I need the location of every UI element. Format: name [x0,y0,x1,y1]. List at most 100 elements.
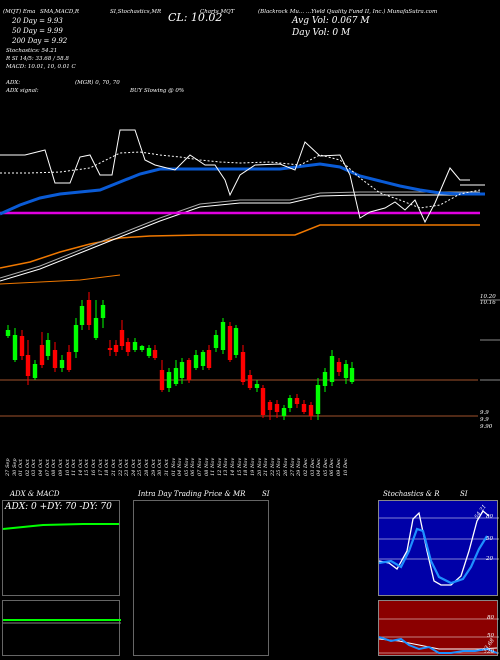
date-label: 03 Oct [31,459,38,476]
date-label: 29 Oct [150,459,157,476]
date-label: 24 Oct [130,459,137,476]
date-label: 26 Nov [283,457,290,476]
candle-body [66,352,72,370]
candle-body [213,335,219,348]
date-label: 22 Nov [269,457,276,476]
candle-body [12,335,18,360]
candle-body [166,372,172,388]
candle-body [113,345,119,352]
date-label: 28 Oct [144,459,151,476]
price-axis-low-a: 9.9 [480,410,489,416]
intraday-panel [133,500,269,656]
date-label: 02 Dec [302,458,309,476]
candle-body [5,330,11,336]
candle-body [301,404,307,412]
date-label: 08 Nov [203,457,210,476]
candle-body [132,342,138,350]
candle-body [322,372,328,386]
date-label: 15 Nov [236,457,243,476]
rsi-level-80: 80 [487,615,494,621]
date-label: 12 Nov [216,457,223,476]
candle-body [39,345,45,365]
candle-body [267,402,273,410]
candle-body [240,352,246,382]
price-axis-top-a: 10.20 [480,294,496,300]
ma-orange-line [0,224,480,269]
chart-title: Charts MQT [200,9,235,15]
ma20-label: 20 Day = 9.93 [12,17,63,25]
date-label: 14 Nov [230,457,237,476]
candle-body [73,325,79,352]
candle-body [93,318,99,338]
ticker-tag: (MQT) Ema [3,9,36,15]
stochastics-label: Stochastics: 54.21 [6,48,58,54]
stochastics-panel: 80 50 20 54.21 [378,500,499,596]
candle-body [308,405,314,416]
rsi-level-20: 20 [487,649,494,655]
ma200-line [0,191,480,279]
candle-body [349,368,355,382]
date-label: 09 Dec [336,458,342,476]
date-label: 01 Oct [18,459,25,476]
date-label: 25 Nov [276,457,283,476]
date-label: 30 Sep [11,458,18,476]
price-axis-low-b: 9.9 [480,417,489,423]
intra-panel-title: Intra Day Trading Price & MR [138,490,246,498]
candle-body [159,370,165,390]
adx-values: ADX: 0 +DY: 70 -DY: 70 [5,502,112,512]
candle-body [315,385,321,414]
stoch-panel-title: Stochastics & R [383,490,440,498]
candle-body [200,352,206,366]
candle-body [25,355,31,376]
date-label: 11 Oct [71,459,78,476]
date-label: 08 Oct [51,459,58,476]
date-label: 16 Oct [91,459,98,476]
candle-body [179,362,185,378]
candle-body [79,306,85,325]
candle-body [59,360,65,368]
date-label: 22 Oct [117,459,124,476]
date-label: 02 Oct [24,459,31,476]
candle-body [260,388,266,415]
date-label: 15 Oct [84,459,91,476]
candle-body [45,340,51,356]
candle-body [220,322,226,350]
date-label: 04 Oct [38,459,45,476]
candle-body [329,356,335,382]
macd-label: MACD: 10.01, 10, 0.01 C [6,64,76,70]
candle-body [281,408,287,416]
date-label: 19 Nov [249,457,256,476]
date-label: 18 Oct [104,459,111,476]
site-label: SI,Stochastics,MR [110,9,162,15]
rsi-level-50: 50 [487,633,494,639]
candle-body [227,326,233,360]
price-axis-low-c: 9.90 [480,424,493,430]
date-label: 11 Nov [210,457,217,476]
ma50-label: 50 Day = 9.99 [12,27,63,35]
candle-body [233,328,239,355]
candles-group [5,292,355,420]
candle-body [152,350,158,358]
candle-chart [0,292,500,420]
ma200-label: 200 Day = 9.92 [12,37,68,45]
date-label: 07 Nov [196,457,203,476]
avg-volume: Avg Vol: 0.067 M [292,16,370,26]
intra-panel-si: SI [262,490,270,498]
date-label: 01 Nov [170,457,177,476]
adx-panel-title: ADX & MACD [10,490,60,498]
date-label: 20 Nov [256,457,263,476]
stoch-level-20: 20 [486,556,493,562]
date-label: 06 Dec [329,458,336,476]
signal-label: BUY Slowing @ 0% [130,88,185,94]
date-label: 04 Dec [316,458,323,476]
date-label: 31 Oct [163,459,170,476]
macd-panel [2,600,121,656]
date-label: 04 Nov [177,457,184,476]
date-label: 21 Nov [263,457,270,476]
candle-body [343,364,349,378]
adx-panel: ADX: 0 +DY: 70 -DY: 70 [2,500,120,596]
price-axis-top-b: 10.16 [480,300,496,306]
candle-body [274,404,280,412]
candle-body [86,300,92,325]
candle-body [336,362,342,372]
